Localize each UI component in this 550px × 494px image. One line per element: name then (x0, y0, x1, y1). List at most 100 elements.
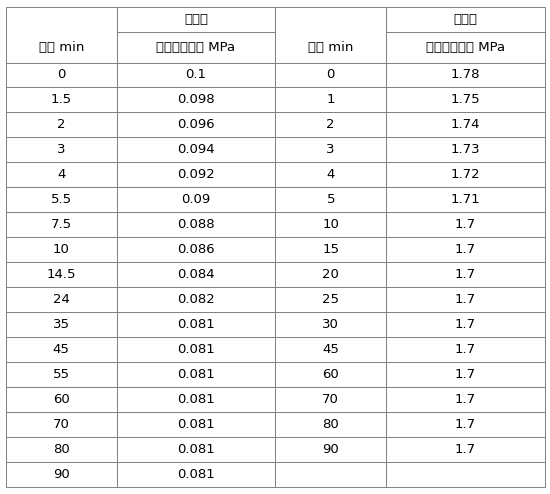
Text: 0.081: 0.081 (177, 368, 215, 381)
Text: 0.081: 0.081 (177, 343, 215, 356)
Bar (6, 87, 117, 113)
Text: 45: 45 (322, 343, 339, 356)
Bar (387, 337, 544, 362)
Bar (117, 87, 275, 113)
Bar (387, 187, 544, 212)
Bar (275, 187, 387, 212)
Text: 0.081: 0.081 (177, 418, 215, 431)
Text: 1.5: 1.5 (51, 93, 72, 106)
Text: 1: 1 (327, 93, 335, 106)
Text: 10: 10 (322, 218, 339, 231)
Text: 1.72: 1.72 (450, 168, 480, 181)
Text: 4: 4 (327, 168, 335, 181)
Text: 0.082: 0.082 (177, 293, 215, 306)
Bar (117, 312, 275, 337)
Text: 10: 10 (53, 243, 70, 256)
Bar (6, 262, 117, 287)
Bar (275, 137, 387, 163)
Text: 80: 80 (322, 418, 339, 431)
Bar (6, 187, 117, 212)
Bar (275, 63, 387, 87)
Text: 70: 70 (322, 393, 339, 406)
Text: 0.088: 0.088 (177, 218, 214, 231)
Text: 调剖前: 调剖前 (184, 13, 208, 26)
Bar (117, 287, 275, 312)
Text: 3: 3 (327, 143, 335, 156)
Bar (6, 63, 117, 87)
Text: 24: 24 (53, 293, 70, 306)
Text: 2: 2 (57, 119, 65, 131)
Text: 35: 35 (53, 318, 70, 331)
Text: 90: 90 (322, 443, 339, 455)
Text: 30: 30 (322, 318, 339, 331)
Bar (6, 362, 117, 387)
Text: 0: 0 (57, 69, 65, 82)
Text: 5: 5 (327, 193, 335, 206)
Bar (275, 287, 387, 312)
Bar (117, 362, 275, 387)
Bar (117, 137, 275, 163)
Bar (6, 212, 117, 237)
Text: 1.74: 1.74 (450, 119, 480, 131)
Bar (275, 7, 387, 63)
Bar (6, 137, 117, 163)
Text: 0.084: 0.084 (177, 268, 214, 281)
Bar (275, 113, 387, 137)
Text: 1.71: 1.71 (450, 193, 480, 206)
Text: 0.081: 0.081 (177, 468, 215, 481)
Bar (275, 412, 387, 437)
Text: 3: 3 (57, 143, 65, 156)
Bar (117, 212, 275, 237)
Bar (275, 387, 387, 412)
Bar (387, 262, 544, 287)
Bar (6, 462, 117, 487)
Bar (275, 237, 387, 262)
Bar (6, 437, 117, 462)
Text: 0.086: 0.086 (177, 243, 214, 256)
Bar (387, 7, 544, 63)
Bar (275, 87, 387, 113)
Text: 0.094: 0.094 (177, 143, 214, 156)
Text: 井口绝对压力 MPa: 井口绝对压力 MPa (426, 41, 505, 54)
Bar (387, 163, 544, 187)
Text: 时间 min: 时间 min (308, 41, 354, 54)
Bar (275, 362, 387, 387)
Bar (117, 187, 275, 212)
Text: 70: 70 (53, 418, 70, 431)
Bar (387, 137, 544, 163)
Text: 1.75: 1.75 (450, 93, 480, 106)
Bar (6, 312, 117, 337)
Text: 1.7: 1.7 (455, 393, 476, 406)
Bar (117, 262, 275, 287)
Text: 0.1: 0.1 (185, 69, 206, 82)
Bar (387, 237, 544, 262)
Bar (387, 437, 544, 462)
Text: 1.7: 1.7 (455, 368, 476, 381)
Text: 1.7: 1.7 (455, 318, 476, 331)
Bar (275, 337, 387, 362)
Bar (275, 262, 387, 287)
Bar (275, 212, 387, 237)
Text: 时间 min: 时间 min (39, 41, 84, 54)
Text: 0.096: 0.096 (177, 119, 214, 131)
Text: 7.5: 7.5 (51, 218, 72, 231)
Bar (387, 87, 544, 113)
Text: 2: 2 (327, 119, 335, 131)
Bar (6, 337, 117, 362)
Text: 1.7: 1.7 (455, 343, 476, 356)
Text: 0: 0 (327, 69, 335, 82)
Text: 1.73: 1.73 (450, 143, 480, 156)
Bar (117, 387, 275, 412)
Text: 60: 60 (53, 393, 69, 406)
Bar (387, 387, 544, 412)
Text: 25: 25 (322, 293, 339, 306)
Bar (275, 312, 387, 337)
Bar (117, 113, 275, 137)
Bar (275, 437, 387, 462)
Bar (117, 412, 275, 437)
Bar (6, 387, 117, 412)
Text: 调剖后: 调剖后 (453, 13, 477, 26)
Text: 0.081: 0.081 (177, 443, 215, 455)
Text: 90: 90 (53, 468, 69, 481)
Text: 60: 60 (322, 368, 339, 381)
